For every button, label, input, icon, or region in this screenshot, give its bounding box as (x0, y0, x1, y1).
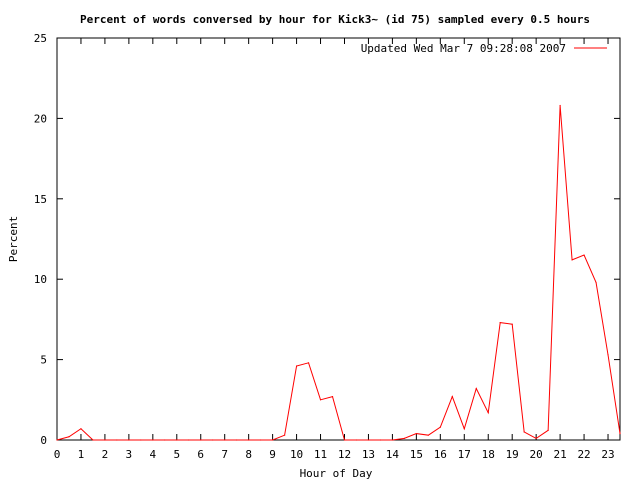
x-ticks: 0 1 2 3 4 5 6 7 8 9 10 11 12 13 14 15 16 17 18 19 20 21 22 23 (54, 38, 615, 461)
x-tick-label-6: 6 (197, 448, 204, 461)
x-tick-label-3: 3 (126, 448, 133, 461)
data-point-0-21 (307, 362, 310, 364)
data-point-0-25 (355, 439, 358, 441)
data-point-0-46 (607, 354, 609, 356)
data-point-0-45 (595, 281, 597, 284)
x-tick-label-23: 23 (601, 448, 614, 461)
data-point-0-44 (583, 254, 585, 256)
x-tick-label-17: 17 (458, 448, 471, 461)
x-tick-label-22: 22 (577, 448, 590, 461)
y-tick-label-1: 5 (40, 354, 47, 367)
data-point-0-37 (499, 322, 501, 324)
data-point-0-13 (212, 439, 214, 441)
data-point-0-28 (391, 439, 394, 441)
x-tick-label-11: 11 (314, 448, 327, 461)
data-point-0-10 (176, 439, 178, 441)
chart-title: Percent of words conversed by hour for K… (80, 13, 590, 26)
data-point-0-36 (487, 412, 489, 414)
plot-frame (56, 37, 621, 441)
y-ticks: 0 5 10 15 20 25 (34, 32, 620, 447)
data-point-0-4 (104, 439, 106, 441)
data-point-0-0 (56, 439, 58, 441)
legend: Updated Wed Mar 7 09:28:08 2007 (361, 42, 607, 55)
y-tick-label-2: 10 (34, 273, 47, 286)
x-tick-label-7: 7 (221, 448, 228, 461)
data-point-0-31 (427, 434, 429, 436)
x-tick-label-9: 9 (269, 448, 276, 461)
data-point-0-32 (439, 426, 441, 428)
data-point-0-1 (68, 436, 70, 438)
data-point-0-40 (535, 437, 537, 439)
data-point-0-38 (511, 323, 513, 325)
data-point-0-20 (295, 365, 298, 367)
x-tick-label-4: 4 (150, 448, 157, 461)
series-line-0 (56, 105, 621, 441)
data-point-0-26 (367, 439, 370, 441)
data-point-0-43 (571, 259, 573, 261)
data-point-0-14 (224, 439, 226, 441)
data-point-0-34 (463, 428, 465, 430)
x-tick-label-16: 16 (434, 448, 447, 461)
x-tick-label-14: 14 (386, 448, 400, 461)
data-point-0-35 (475, 387, 477, 390)
x-tick-label-5: 5 (173, 448, 180, 461)
series-layer (56, 104, 621, 441)
data-point-0-39 (523, 431, 525, 433)
x-tick-label-10: 10 (290, 448, 303, 461)
data-point-0-30 (415, 432, 417, 435)
legend-label: Updated Wed Mar 7 09:28:08 2007 (361, 42, 566, 55)
data-point-0-33 (451, 395, 453, 398)
x-tick-label-1: 1 (78, 448, 85, 461)
data-point-0-12 (200, 439, 202, 441)
data-point-0-22 (319, 399, 322, 401)
x-tick-label-2: 2 (102, 448, 109, 461)
y-tick-label-0: 0 (40, 434, 47, 447)
data-point-0-9 (164, 439, 166, 441)
x-tick-label-21: 21 (553, 448, 566, 461)
data-point-0-11 (188, 439, 190, 441)
x-tick-label-18: 18 (482, 448, 495, 461)
x-tick-label-19: 19 (506, 448, 519, 461)
x-axis-label: Hour of Day (300, 467, 373, 480)
y-tick-label-5: 25 (34, 32, 47, 45)
x-tick-label-13: 13 (362, 448, 375, 461)
data-point-0-3 (92, 439, 94, 441)
x-tick-label-20: 20 (530, 448, 543, 461)
y-tick-label-3: 15 (34, 193, 47, 206)
data-point-0-2 (80, 428, 82, 430)
data-point-0-23 (331, 395, 334, 398)
x-tick-label-0: 0 (54, 448, 61, 461)
data-point-0-15 (236, 439, 238, 441)
data-point-0-16 (248, 439, 250, 441)
x-tick-label-15: 15 (410, 448, 423, 461)
data-point-0-6 (128, 439, 130, 441)
x-tick-label-8: 8 (245, 448, 252, 461)
data-point-0-5 (116, 439, 118, 441)
data-point-0-24 (343, 439, 346, 441)
data-point-0-47 (619, 432, 621, 435)
x-tick-label-12: 12 (338, 448, 351, 461)
data-point-0-29 (403, 437, 405, 439)
y-axis-label: Percent (7, 216, 20, 262)
data-point-0-41 (547, 429, 549, 431)
data-point-0-17 (260, 439, 262, 441)
y-tick-label-4: 20 (34, 112, 47, 125)
data-point-0-7 (140, 439, 142, 441)
data-point-0-27 (379, 439, 382, 441)
data-point-0-42 (559, 104, 561, 107)
data-point-0-18 (272, 439, 274, 441)
data-point-0-19 (283, 434, 286, 436)
data-point-0-8 (152, 439, 154, 441)
